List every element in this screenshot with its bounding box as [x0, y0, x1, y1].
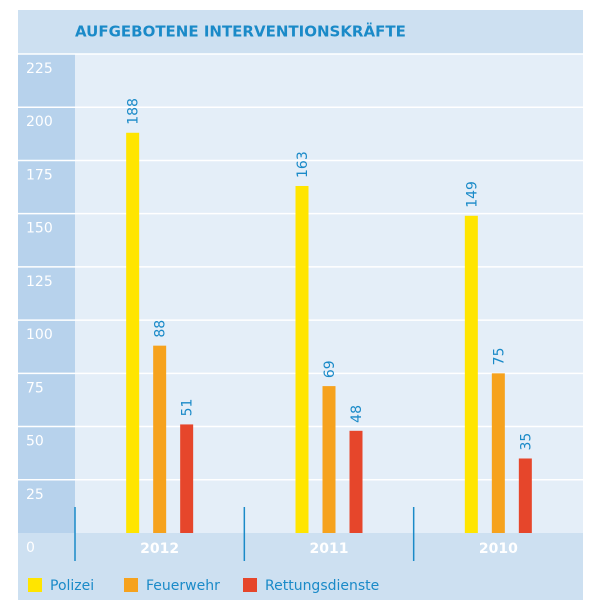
value-label: 163	[295, 151, 311, 178]
value-label: 48	[349, 405, 365, 423]
value-label: 69	[322, 360, 338, 378]
value-label: 88	[153, 320, 169, 338]
bar	[126, 132, 140, 533]
y-axis-band	[18, 54, 75, 533]
bar	[349, 430, 363, 533]
y-tick-label: 50	[26, 434, 44, 450]
value-label: 188	[126, 98, 142, 125]
y-tick-label: 225	[26, 61, 53, 77]
bar	[464, 215, 478, 533]
y-tick-label: 25	[26, 487, 44, 503]
value-label: 75	[491, 348, 507, 366]
legend-label: Polizei	[50, 578, 94, 594]
bar	[153, 345, 167, 533]
y-tick-label: 125	[26, 274, 53, 290]
chart-title: AUFGEBOTENE INTERVENTIONSKRÄFTE	[75, 22, 406, 41]
legend-swatch	[124, 578, 138, 592]
bar	[322, 386, 336, 533]
legend-label: Feuerwehr	[146, 578, 220, 594]
y-tick-label: 100	[26, 327, 53, 343]
x-tick-label: 2012	[140, 541, 179, 557]
y-tick-label: 75	[26, 380, 44, 396]
legend-label: Rettungsdienste	[265, 578, 379, 594]
legend-swatch	[243, 578, 257, 592]
bar	[180, 424, 194, 533]
bar	[518, 458, 532, 533]
value-label: 149	[464, 181, 480, 208]
legend-swatch	[28, 578, 42, 592]
x-tick-label: 2010	[479, 541, 518, 557]
y-tick-label: 175	[26, 167, 53, 183]
bar	[295, 185, 309, 534]
y-tick-label: 0	[26, 540, 35, 556]
value-label: 51	[180, 399, 196, 417]
value-label: 35	[518, 433, 534, 451]
y-tick-label: 150	[26, 221, 53, 237]
y-tick-label: 200	[26, 114, 53, 130]
x-tick-label: 2011	[310, 541, 349, 557]
bar	[491, 373, 505, 533]
